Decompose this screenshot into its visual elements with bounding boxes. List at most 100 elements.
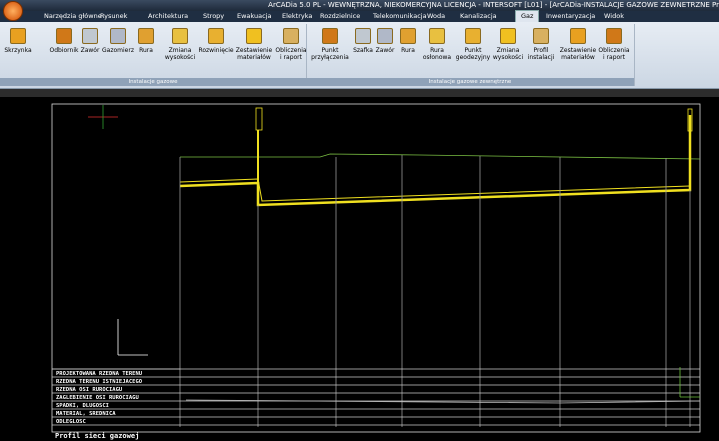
drawing-area: Profil sieci gazowej PROJEKTOWANA RZEDNA… [51,103,701,440]
terrain-line [180,153,701,160]
button-icon [82,28,98,44]
title-bar: ArCADia 5.0 PL - WEWNĘTRZNA, NIEKOMERCYJ… [0,0,719,11]
tab[interactable]: Ewakuacja [237,12,272,20]
button-icon [138,28,154,44]
ribbon-button[interactable]: Gazomierz [98,26,138,54]
tab[interactable]: Telekomunikacja [373,12,427,20]
button-label: Rura [401,47,415,54]
button-label: osłonowa [422,54,452,61]
ribbon-tabs: Narzędzia główne Rysunek Architektura Strop… [0,10,719,22]
ribbon-button[interactable]: Rura [388,26,428,54]
button-label: Obliczenia [598,47,630,54]
table-lines [52,368,700,426]
button-label: przyłączenia [311,54,349,61]
table-row-label: RZEDNA OSI RUROCIAGU [56,387,123,393]
table-row-label: SPADKI, DLUGOSCI [56,403,109,409]
button-label: materiałów [561,54,595,61]
tab[interactable]: Inwentaryzacja [546,12,596,20]
ribbon-button[interactable]: Zestawienie materiałów [558,26,598,61]
group-label: Instalacje gazowe [0,78,306,86]
button-icon [533,28,549,44]
button-icon [465,28,481,44]
drawing-caption: Profil sieci gazowej [55,432,139,440]
button-label: Zmiana [496,47,520,54]
tab[interactable]: Architektura [148,12,189,20]
ribbon-button[interactable]: Obliczenia i raport [594,26,634,61]
button-label: Skrzynka [4,47,32,54]
button-label: Szafka [353,47,373,54]
button-label: Zawór [80,47,100,54]
table-row-label: ZAGLEBIENIE OSI RUROCIAGU [56,395,139,401]
button-label: Odbiornik [49,47,79,54]
ribbon-button[interactable]: Obliczenia i raport [271,26,311,61]
button-icon [283,28,299,44]
button-icon [56,28,72,44]
button-label: Rura [430,47,444,54]
table-row-label: RZEDNA TERENU ISTNIEJACEGO [56,379,143,385]
frame [51,103,701,433]
ribbon-button[interactable]: Punkt geodezyjny [453,26,493,61]
button-label: Obliczenia [275,47,307,54]
button-label: Gazomierz [102,47,134,54]
ribbon-button[interactable]: Profil instalacji [521,26,561,61]
ribbon-group: Instalacje gazowe Skrzynka Odbiornik Zawór G… [0,24,307,86]
ucs-icon [679,367,700,398]
button-icon [355,28,371,44]
ribbon-button[interactable]: Zawór [70,26,110,54]
ribbon-button[interactable]: Zestawienie materiałów [234,26,274,61]
table-row-label: ODLEGLOSC [56,419,86,425]
button-icon [606,28,622,44]
group-label: Instalacje gazowe zewnętrzne [306,78,634,86]
tab[interactable]: Stropy [203,12,225,20]
button-label: Zawór [375,47,395,54]
ribbon-group: Instalacje gazowe zewnętrzne Punkt przyłąc… [306,24,635,86]
button-label: i raport [602,54,626,61]
button-icon [570,28,586,44]
button-label: geodezyjny [455,54,491,61]
tab[interactable]: Woda [427,12,446,20]
button-icon [500,28,516,44]
table-row-label: MATERIAL, SREDNICA [56,411,116,417]
tab[interactable]: Rozdzielnice [320,12,361,20]
tab[interactable]: Narzędzia główne [44,12,102,20]
button-label: Punkt [464,47,482,54]
button-icon [172,28,188,44]
ribbon-button[interactable]: Rura osłonowa [417,26,457,61]
ribbon-button[interactable]: Odbiornik [44,26,84,54]
tab[interactable]: Widok [604,12,624,20]
button-label: instalacji [527,54,555,61]
tab[interactable]: Rysunek [100,12,128,20]
ribbon-button[interactable]: Zmiana wysokości [488,26,528,61]
button-icon [377,28,393,44]
ribbon-button[interactable]: Zmiana wysokości [160,26,200,61]
button-icon [400,28,416,44]
button-label: wysokości [164,54,196,61]
button-label: Rura [139,47,153,54]
ribbon-button[interactable]: Rozwinięcie [196,26,236,54]
window-title: ArCADia 5.0 PL - WEWNĘTRZNA, NIEKOMERCYJ… [268,1,719,9]
ribbon-button[interactable]: Skrzynka [0,26,38,54]
button-icon [322,28,338,44]
button-label: materiałów [237,54,271,61]
ribbon-button[interactable]: Zawór [365,26,405,54]
button-icon [10,28,26,44]
slope-line [185,399,701,404]
table-row-label: PROJEKTOWANA RZEDNA TERENU [56,371,143,377]
ribbon-button[interactable]: Punkt przyłączenia [310,26,350,61]
app-logo[interactable] [3,1,23,21]
button-icon [429,28,445,44]
ribbon-button[interactable]: Rura [126,26,166,54]
button-icon [208,28,224,44]
axes-icon [117,319,148,356]
ribbon-button[interactable]: Szafka [343,26,383,54]
button-label: wysokości [492,54,524,61]
riser [687,108,693,132]
tab[interactable]: Kanalizacja [460,12,497,20]
button-icon [246,28,262,44]
ribbon: Instalacje gazowe Skrzynka Odbiornik Zawór G… [0,22,719,89]
toolbar-strip [0,89,719,97]
tab[interactable]: Elektryka [282,12,313,20]
tab[interactable]: Gaz [515,10,540,22]
button-icon [110,28,126,44]
